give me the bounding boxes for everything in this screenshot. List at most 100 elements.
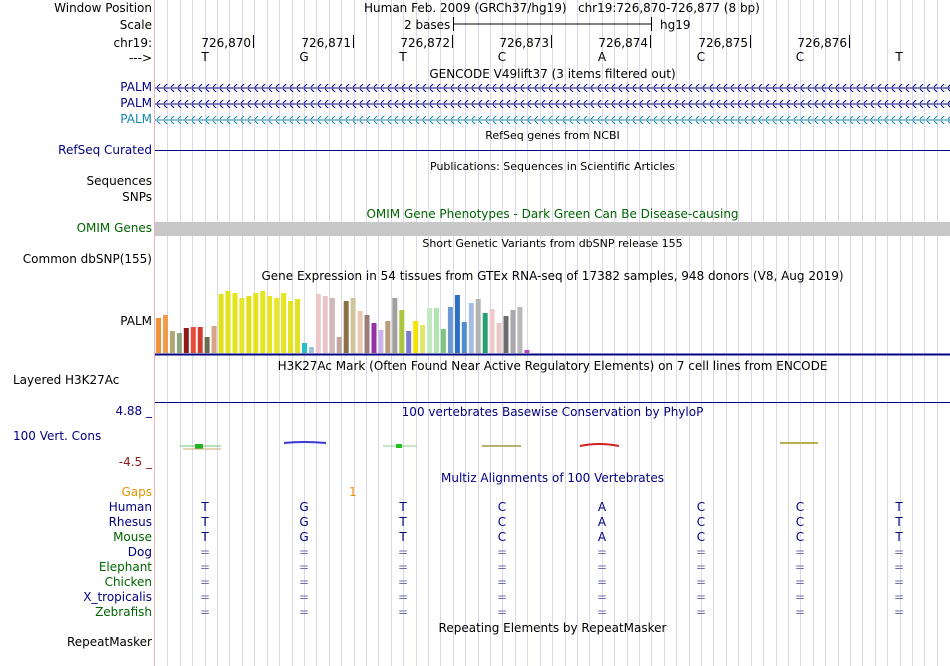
- gtex-tissue-bar[interactable]: [232, 293, 238, 353]
- gtex-gene-label[interactable]: PALM: [120, 314, 152, 328]
- gtex-tissue-bar[interactable]: [392, 298, 398, 353]
- gtex-tissue-bar[interactable]: [454, 295, 460, 353]
- alignment-base: =: [496, 590, 508, 604]
- gtex-tissue-bar[interactable]: [399, 310, 405, 353]
- gtex-tissue-bar[interactable]: [461, 322, 467, 353]
- gtex-tissue-bar[interactable]: [357, 311, 363, 353]
- omim-track-title[interactable]: OMIM Gene Phenotypes - Dark Green Can Be…: [366, 207, 739, 221]
- gtex-tissue-bar[interactable]: [302, 343, 307, 353]
- gtex-tissue-bar[interactable]: [163, 315, 168, 353]
- gtex-tissue-bar[interactable]: [183, 328, 189, 353]
- gtex-tissue-bar[interactable]: [329, 298, 335, 353]
- multiz-track-title[interactable]: Multiz Alignments of 100 Vertebrates: [440, 471, 665, 485]
- gtex-tissue-bar[interactable]: [413, 321, 419, 353]
- gaps-label[interactable]: Gaps: [121, 485, 152, 499]
- gtex-tissue-bar[interactable]: [308, 347, 314, 353]
- h3k27ac-track-title[interactable]: H3K27Ac Mark (Often Found Near Active Re…: [277, 359, 828, 373]
- gtex-tissue-bar[interactable]: [225, 291, 231, 353]
- phylop-track-title[interactable]: 100 vertebrates Basewise Conservation by…: [401, 405, 704, 419]
- ruler-tick: [849, 35, 850, 48]
- gencode-item-3-label[interactable]: PALM: [120, 112, 152, 126]
- gtex-tissue-bar[interactable]: [260, 291, 266, 353]
- gtex-tissue-bar[interactable]: [315, 294, 321, 353]
- gtex-tissue-bar[interactable]: [434, 308, 439, 353]
- dbsnp-track-title[interactable]: Short Genetic Variants from dbSNP releas…: [422, 237, 683, 250]
- species-label-chicken[interactable]: Chicken: [104, 575, 152, 589]
- publications-track-title[interactable]: Publications: Sequences in Scientific Ar…: [430, 160, 675, 173]
- gtex-tissue-bar[interactable]: [239, 298, 245, 353]
- refseq-curated-label[interactable]: RefSeq Curated: [58, 143, 152, 157]
- species-label-rhesus[interactable]: Rhesus: [108, 515, 152, 529]
- omim-phenotype-bar[interactable]: [155, 222, 950, 236]
- phylop-conservation-plot[interactable]: [155, 436, 950, 456]
- gtex-tissue-bar[interactable]: [281, 293, 287, 353]
- gtex-track-title[interactable]: Gene Expression in 54 tissues from GTEx …: [261, 269, 844, 283]
- sequences-label[interactable]: Sequences: [86, 174, 152, 188]
- gtex-tissue-bar[interactable]: [218, 294, 224, 353]
- gtex-tissue-bar[interactable]: [364, 315, 370, 353]
- gtex-tissue-bar[interactable]: [517, 307, 523, 353]
- strand-toggle[interactable]: --->: [128, 51, 152, 65]
- gtex-tissue-bar[interactable]: [169, 331, 175, 353]
- species-label-dog[interactable]: Dog: [127, 545, 152, 559]
- gtex-tissue-bar[interactable]: [489, 309, 495, 353]
- gtex-tissue-bar[interactable]: [350, 298, 356, 353]
- gencode-item-2-label[interactable]: PALM: [120, 96, 152, 110]
- gtex-tissue-bar[interactable]: [385, 321, 391, 353]
- snps-label[interactable]: SNPs: [122, 190, 152, 204]
- gtex-tissue-bar[interactable]: [176, 333, 182, 353]
- gtex-tissue-bar[interactable]: [427, 308, 433, 353]
- gtex-tissue-bar[interactable]: [211, 326, 217, 353]
- gtex-tissue-bar[interactable]: [343, 301, 349, 353]
- gtex-tissue-bar[interactable]: [406, 331, 412, 353]
- gencode-transcript-3[interactable]: [155, 116, 950, 124]
- alignment-base: C: [696, 530, 706, 544]
- gtex-tissue-bar[interactable]: [253, 293, 259, 353]
- alignment-base: =: [199, 545, 211, 559]
- vert-cons-label[interactable]: 100 Vert. Cons: [13, 429, 102, 443]
- gtex-tissue-bar[interactable]: [420, 325, 426, 353]
- common-dbsnp-label[interactable]: Common dbSNP(155): [22, 252, 152, 266]
- refseq-track-title[interactable]: RefSeq genes from NCBI: [485, 129, 620, 142]
- gtex-tissue-bar[interactable]: [475, 299, 481, 353]
- gtex-tissue-bar[interactable]: [440, 329, 446, 353]
- repeatmasker-track-title[interactable]: Repeating Elements by RepeatMasker: [438, 621, 667, 635]
- gencode-transcript-1[interactable]: [155, 84, 950, 92]
- repeatmasker-label[interactable]: RepeatMasker: [66, 635, 152, 649]
- gtex-tissue-bar[interactable]: [496, 323, 502, 353]
- gtex-tissue-bar[interactable]: [274, 298, 280, 353]
- layered-h3k27ac-label[interactable]: Layered H3K27Ac: [13, 373, 120, 387]
- gtex-tissue-bar[interactable]: [468, 303, 474, 353]
- gtex-expression-chart[interactable]: [155, 283, 950, 356]
- species-label-human[interactable]: Human: [108, 500, 152, 514]
- grid-line: [849, 0, 851, 666]
- alignment-base: C: [795, 515, 805, 529]
- gtex-tissue-bar[interactable]: [378, 330, 384, 353]
- gtex-tissue-bar[interactable]: [204, 337, 210, 353]
- gtex-tissue-bar[interactable]: [503, 316, 509, 353]
- gencode-track-title[interactable]: GENCODE V49lift37 (3 items filtered out): [429, 67, 676, 81]
- gtex-tissue-bar[interactable]: [156, 318, 161, 353]
- gtex-tissue-bar[interactable]: [482, 313, 488, 353]
- gtex-tissue-bar[interactable]: [190, 327, 196, 353]
- species-label-elephant[interactable]: Elephant: [98, 560, 152, 574]
- gtex-tissue-bar[interactable]: [510, 310, 516, 353]
- species-label-x-tropicalis[interactable]: X_tropicalis: [83, 590, 152, 604]
- gtex-tissue-bar[interactable]: [371, 323, 377, 353]
- omim-genes-label[interactable]: OMIM Genes: [76, 221, 152, 235]
- gtex-tissue-bar[interactable]: [295, 299, 300, 353]
- gencode-item-1-label[interactable]: PALM: [120, 80, 152, 94]
- gtex-tissue-bar[interactable]: [246, 296, 252, 353]
- gtex-tissue-bar[interactable]: [336, 337, 342, 353]
- gtex-tissue-bar[interactable]: [267, 296, 273, 353]
- gencode-transcript-2[interactable]: [155, 100, 950, 108]
- gtex-tissue-bar[interactable]: [197, 327, 203, 353]
- species-label-mouse[interactable]: Mouse: [113, 530, 152, 544]
- refseq-gene-line[interactable]: [155, 144, 950, 156]
- gtex-tissue-bar[interactable]: [288, 301, 294, 353]
- gtex-tissue-bar[interactable]: [524, 350, 530, 353]
- gtex-tissue-bar[interactable]: [447, 307, 453, 353]
- gtex-tissue-bar[interactable]: [322, 296, 328, 353]
- species-label-zebrafish[interactable]: Zebrafish: [95, 605, 152, 619]
- gencode-gene-models[interactable]: [155, 80, 950, 128]
